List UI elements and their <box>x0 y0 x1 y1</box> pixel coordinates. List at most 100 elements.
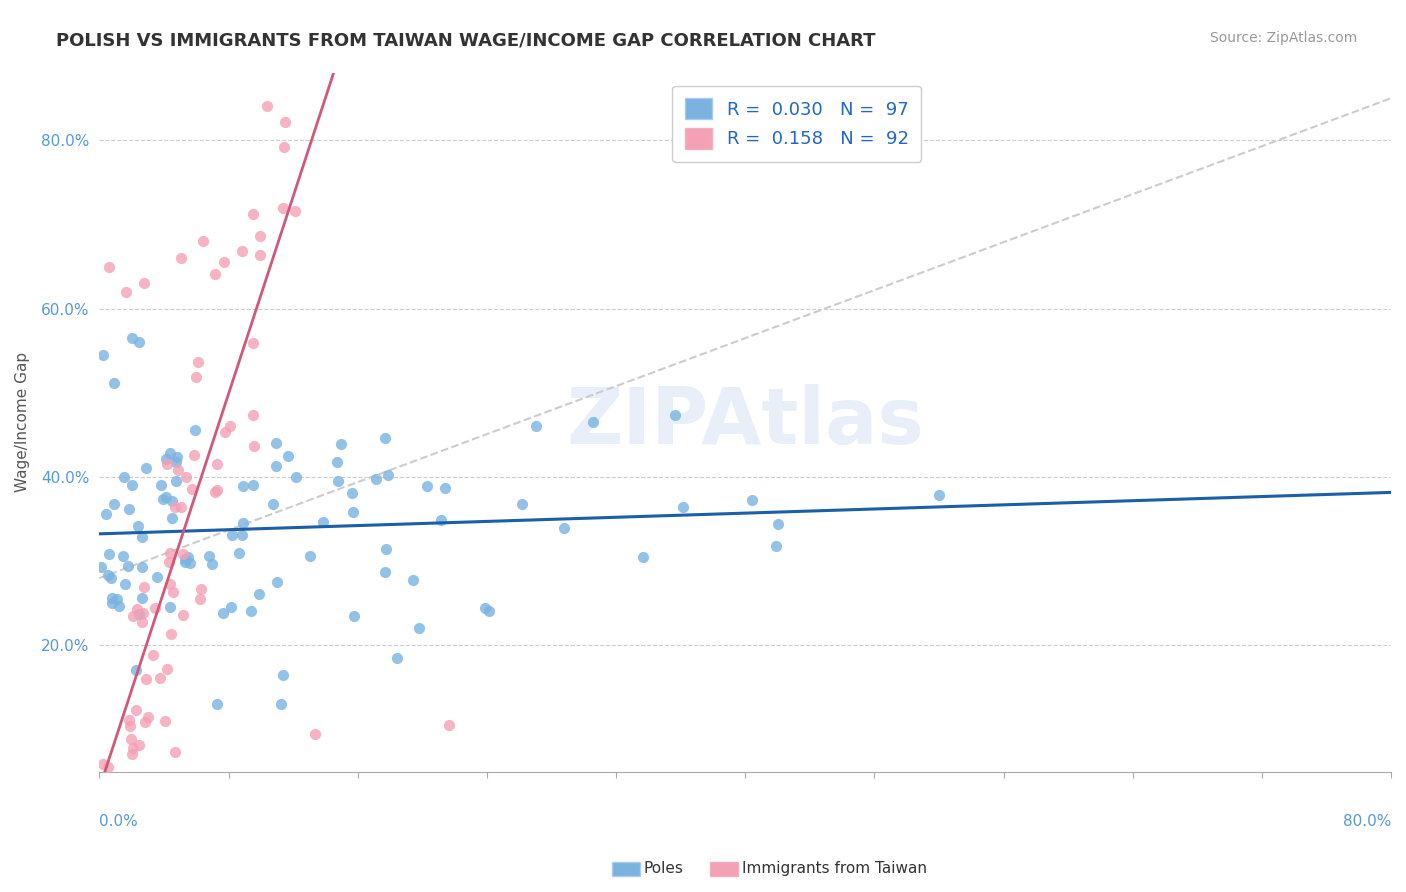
Point <box>155 491 177 505</box>
Point <box>204 484 226 499</box>
Point <box>243 439 266 453</box>
Legend: R =  0.030   N =  97, R =  0.158   N =  92: R = 0.030 N = 97, R = 0.158 N = 92 <box>672 86 921 161</box>
Point <box>149 671 172 685</box>
Point <box>262 497 284 511</box>
Point <box>191 235 214 249</box>
Point <box>478 604 501 618</box>
Point <box>131 606 153 620</box>
Point <box>264 459 287 474</box>
Point <box>266 574 288 589</box>
Point <box>159 600 181 615</box>
Point <box>160 511 183 525</box>
Point <box>232 479 254 493</box>
Point <box>112 549 135 563</box>
Point <box>179 557 201 571</box>
Point <box>582 415 605 429</box>
Point <box>132 277 155 291</box>
Point <box>274 115 297 129</box>
Point <box>312 516 335 530</box>
Point <box>90 560 112 574</box>
Point <box>416 479 439 493</box>
Point <box>118 713 141 727</box>
Point <box>107 785 129 799</box>
Point <box>375 541 398 556</box>
Point <box>131 591 153 605</box>
Point <box>97 260 120 274</box>
Point <box>118 719 141 733</box>
Point <box>163 745 186 759</box>
Point <box>167 463 190 477</box>
Point <box>330 437 353 451</box>
Point <box>91 855 114 869</box>
Point <box>118 501 141 516</box>
Point <box>124 663 146 677</box>
Point <box>127 518 149 533</box>
Point <box>190 582 212 596</box>
Point <box>143 601 166 615</box>
Point <box>766 516 789 531</box>
Point <box>135 461 157 475</box>
Point <box>165 500 187 514</box>
Point <box>187 355 209 369</box>
Point <box>128 738 150 752</box>
Point <box>152 492 174 507</box>
Point <box>97 568 120 582</box>
Point <box>631 549 654 564</box>
Point <box>228 546 250 560</box>
Point <box>165 474 187 488</box>
Point <box>342 505 364 519</box>
Point <box>205 457 228 471</box>
Point <box>249 228 271 243</box>
Text: Immigrants from Taiwan: Immigrants from Taiwan <box>742 862 928 876</box>
Point <box>510 497 533 511</box>
Point <box>271 668 294 682</box>
Point <box>131 530 153 544</box>
Point <box>298 549 321 564</box>
Point <box>97 760 120 774</box>
Point <box>273 140 295 154</box>
Point <box>146 570 169 584</box>
Point <box>103 376 125 391</box>
Point <box>134 580 156 594</box>
Point <box>114 577 136 591</box>
Point <box>128 607 150 622</box>
Point <box>100 570 122 584</box>
Point <box>326 474 349 488</box>
Point <box>101 596 124 610</box>
Point <box>231 528 253 542</box>
Point <box>270 698 292 712</box>
Text: Source: ZipAtlas.com: Source: ZipAtlas.com <box>1209 31 1357 45</box>
Point <box>120 732 142 747</box>
Point <box>122 608 145 623</box>
Point <box>284 203 307 218</box>
Point <box>115 285 138 299</box>
Point <box>174 552 197 566</box>
Point <box>155 452 177 467</box>
Point <box>121 747 143 762</box>
Point <box>94 507 117 521</box>
Point <box>180 482 202 496</box>
Point <box>231 244 253 259</box>
Point <box>93 881 115 892</box>
Point <box>149 478 172 492</box>
Point <box>214 425 236 440</box>
Point <box>374 431 396 445</box>
Point <box>134 715 156 730</box>
Point <box>430 513 453 527</box>
Point <box>232 516 254 531</box>
Point <box>117 558 139 573</box>
Point <box>121 478 143 492</box>
Point <box>174 469 197 483</box>
Point <box>439 718 461 732</box>
Point <box>408 621 430 635</box>
Point <box>159 446 181 460</box>
Point <box>553 521 575 535</box>
Point <box>110 789 132 803</box>
Point <box>136 710 159 724</box>
Point <box>188 592 211 607</box>
Point <box>170 500 193 514</box>
Point <box>159 546 181 560</box>
Text: POLISH VS IMMIGRANTS FROM TAIWAN WAGE/INCOME GAP CORRELATION CHART: POLISH VS IMMIGRANTS FROM TAIWAN WAGE/IN… <box>56 31 876 49</box>
Point <box>387 651 409 665</box>
Point <box>125 703 148 717</box>
